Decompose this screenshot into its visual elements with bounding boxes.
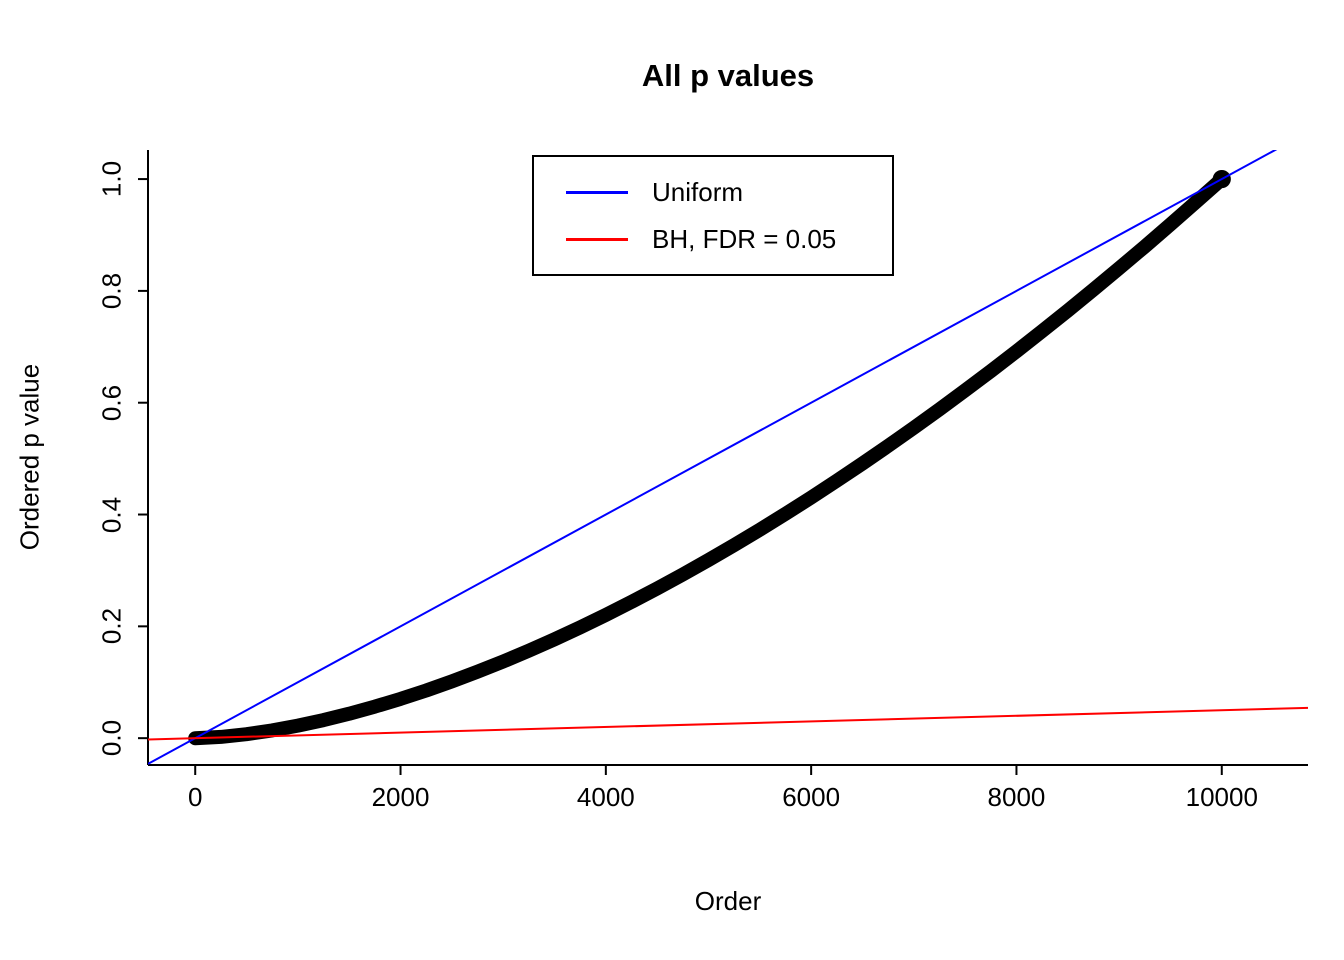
x-tick-label: 2000 [371,782,430,812]
legend-label-bh-fdr: BH, FDR = 0.05 [652,223,837,254]
legend-line-swatch-uniform [566,190,628,194]
y-tick-label: 1.0 [96,160,127,198]
x-tick-label: 10000 [1185,782,1258,812]
legend-item-uniform: Uniform [566,177,892,208]
legend: Uniform BH, FDR = 0.05 [532,155,894,276]
legend-label-uniform: Uniform [652,176,744,207]
x-axis-label: Order [694,886,762,916]
legend-item-bh-fdr: BH, FDR = 0.05 [566,224,892,255]
x-tick-label: 4000 [576,782,635,812]
y-tick-label: 0.4 [96,496,127,533]
y-tick-label: 0.6 [96,384,127,421]
y-tick-label: 0.0 [96,720,127,757]
y-tick-label: 0.2 [96,608,127,645]
chart-title: All p values [641,58,815,93]
series-line-bh-fdr-0-05 [148,706,1308,741]
y-tick-label: 0.8 [96,272,127,309]
series-curve-ordered-p-values [188,172,1229,746]
y-axis-label: Ordered p value [14,363,45,551]
legend-line-swatch-bh-fdr [566,237,628,241]
x-tick-label: 8000 [987,782,1046,812]
x-tick-label: 6000 [782,782,841,812]
x-tick-label: 0 [187,782,203,812]
series-line-uniform [148,150,1278,765]
